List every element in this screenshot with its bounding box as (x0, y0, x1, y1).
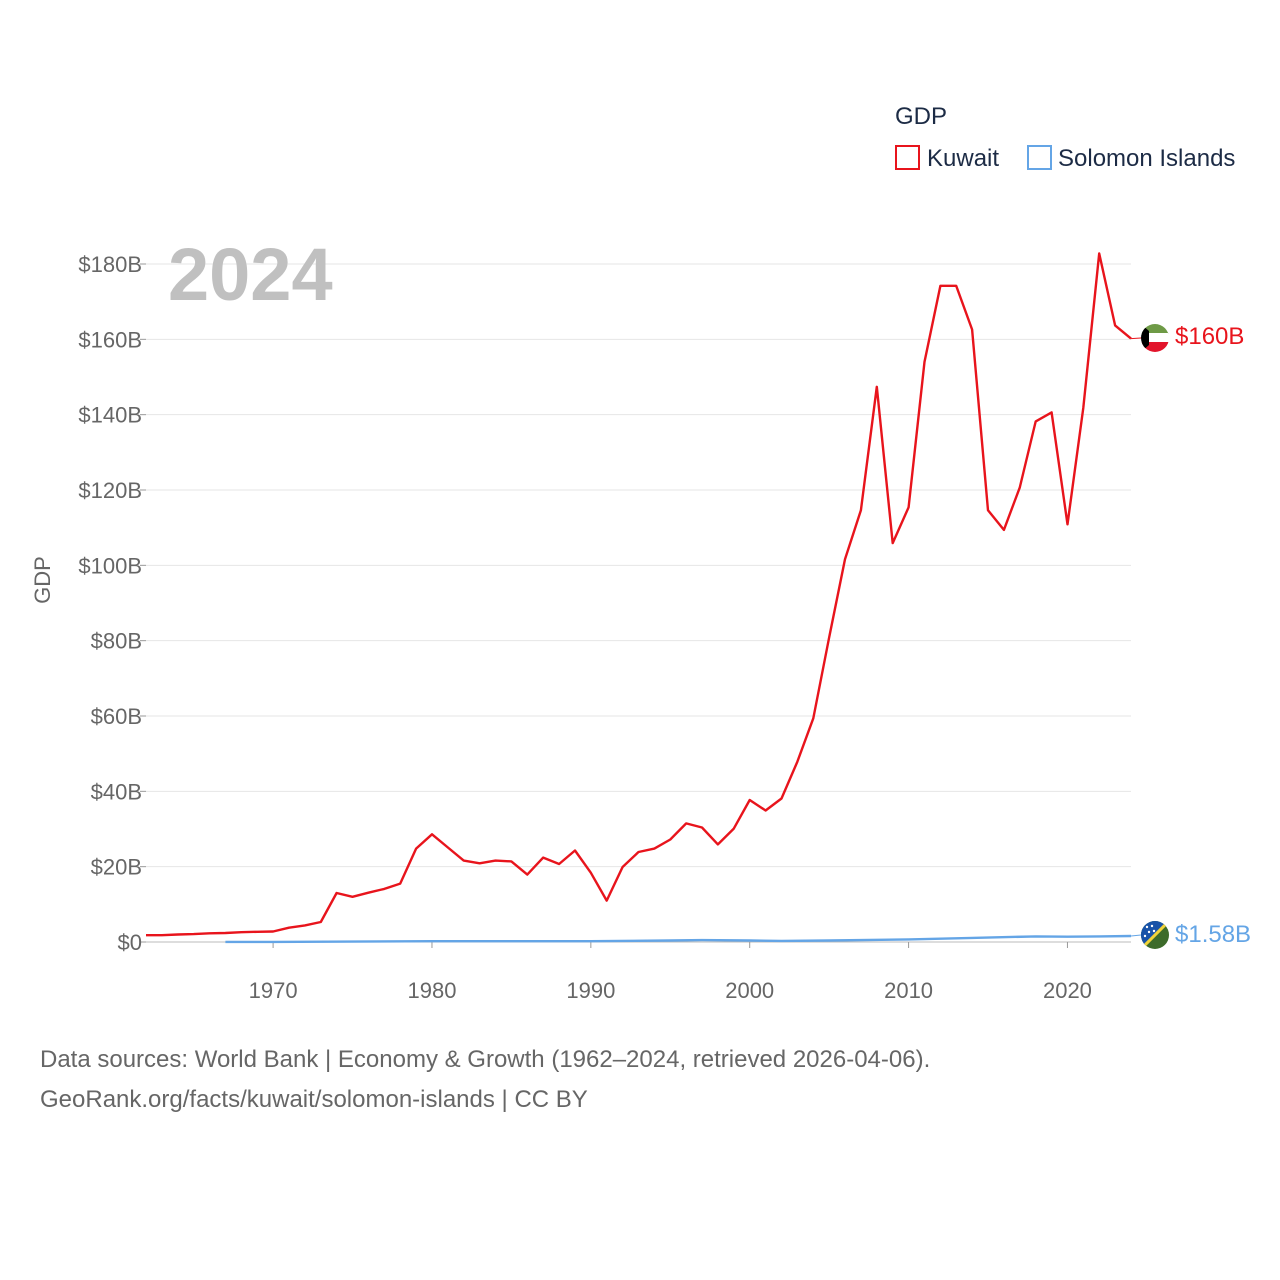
x-tick-label: 2010 (884, 978, 933, 1003)
x-tick-label: 1970 (249, 978, 298, 1003)
legend-swatch-solomon-islands (1027, 145, 1052, 170)
source-note: Data sources: World Bank | Economy & Gro… (40, 1040, 1240, 1120)
solomon-islands-flag-icon (1141, 921, 1169, 949)
y-axis: $0 $20B $40B $60B $80B $100B $120B $140B $160B $1… (78, 252, 146, 955)
y-tick-label: $120B (78, 478, 142, 503)
kuwait-flag-icon (1141, 324, 1169, 352)
source-line-2[interactable]: GeoRank.org/facts/kuwait/solomon-islands… (40, 1086, 588, 1113)
x-tick-label: 2000 (725, 978, 774, 1003)
y-tick-label: $20B (91, 855, 142, 880)
series-group (146, 252, 1142, 944)
legend-item-solomon-islands[interactable]: Solomon Islands (1027, 145, 1235, 172)
x-tick-label: 2020 (1043, 978, 1092, 1003)
legend-item-kuwait[interactable]: Kuwait (895, 145, 999, 172)
x-axis: 1970 1980 1990 2000 2010 2020 (249, 942, 1092, 1003)
legend-label-solomon-islands: Solomon Islands (1058, 145, 1235, 172)
solomon-islands-end-label: $1.58B (1175, 921, 1251, 948)
y-tick-label: $160B (78, 327, 142, 352)
chart: $0 $20B $40B $60B $80B $100B $120B $140B $160B $1… (30, 103, 1251, 1003)
legend-label-kuwait: Kuwait (927, 145, 999, 172)
legend-title: GDP (895, 103, 947, 130)
source-line-1: Data sources: World Bank | Economy & Gro… (40, 1046, 931, 1073)
end-connector (1130, 337, 1142, 340)
y-tick-label: $140B (78, 403, 142, 428)
kuwait-end-label: $160B (1175, 323, 1244, 350)
x-tick-label: 1990 (566, 978, 615, 1003)
end-connector (1130, 934, 1142, 937)
y-tick-label: $100B (78, 553, 142, 578)
series-line-solomon-islands[interactable] (225, 934, 1132, 944)
y-tick-label: $40B (91, 779, 142, 804)
x-tick-label: 1980 (407, 978, 456, 1003)
chart-grid (146, 263, 1131, 943)
y-axis-title: GDP (30, 556, 55, 604)
y-tick-label: $180B (78, 252, 142, 277)
y-tick-label: $60B (91, 704, 142, 729)
series-line-kuwait[interactable] (146, 252, 1132, 937)
legend-swatch-kuwait (895, 145, 920, 170)
y-tick-label: $80B (91, 629, 142, 654)
y-tick-label: $0 (118, 930, 142, 955)
legend: GDP Kuwait Solomon Islands (895, 103, 1235, 172)
year-watermark: 2024 (168, 233, 333, 316)
